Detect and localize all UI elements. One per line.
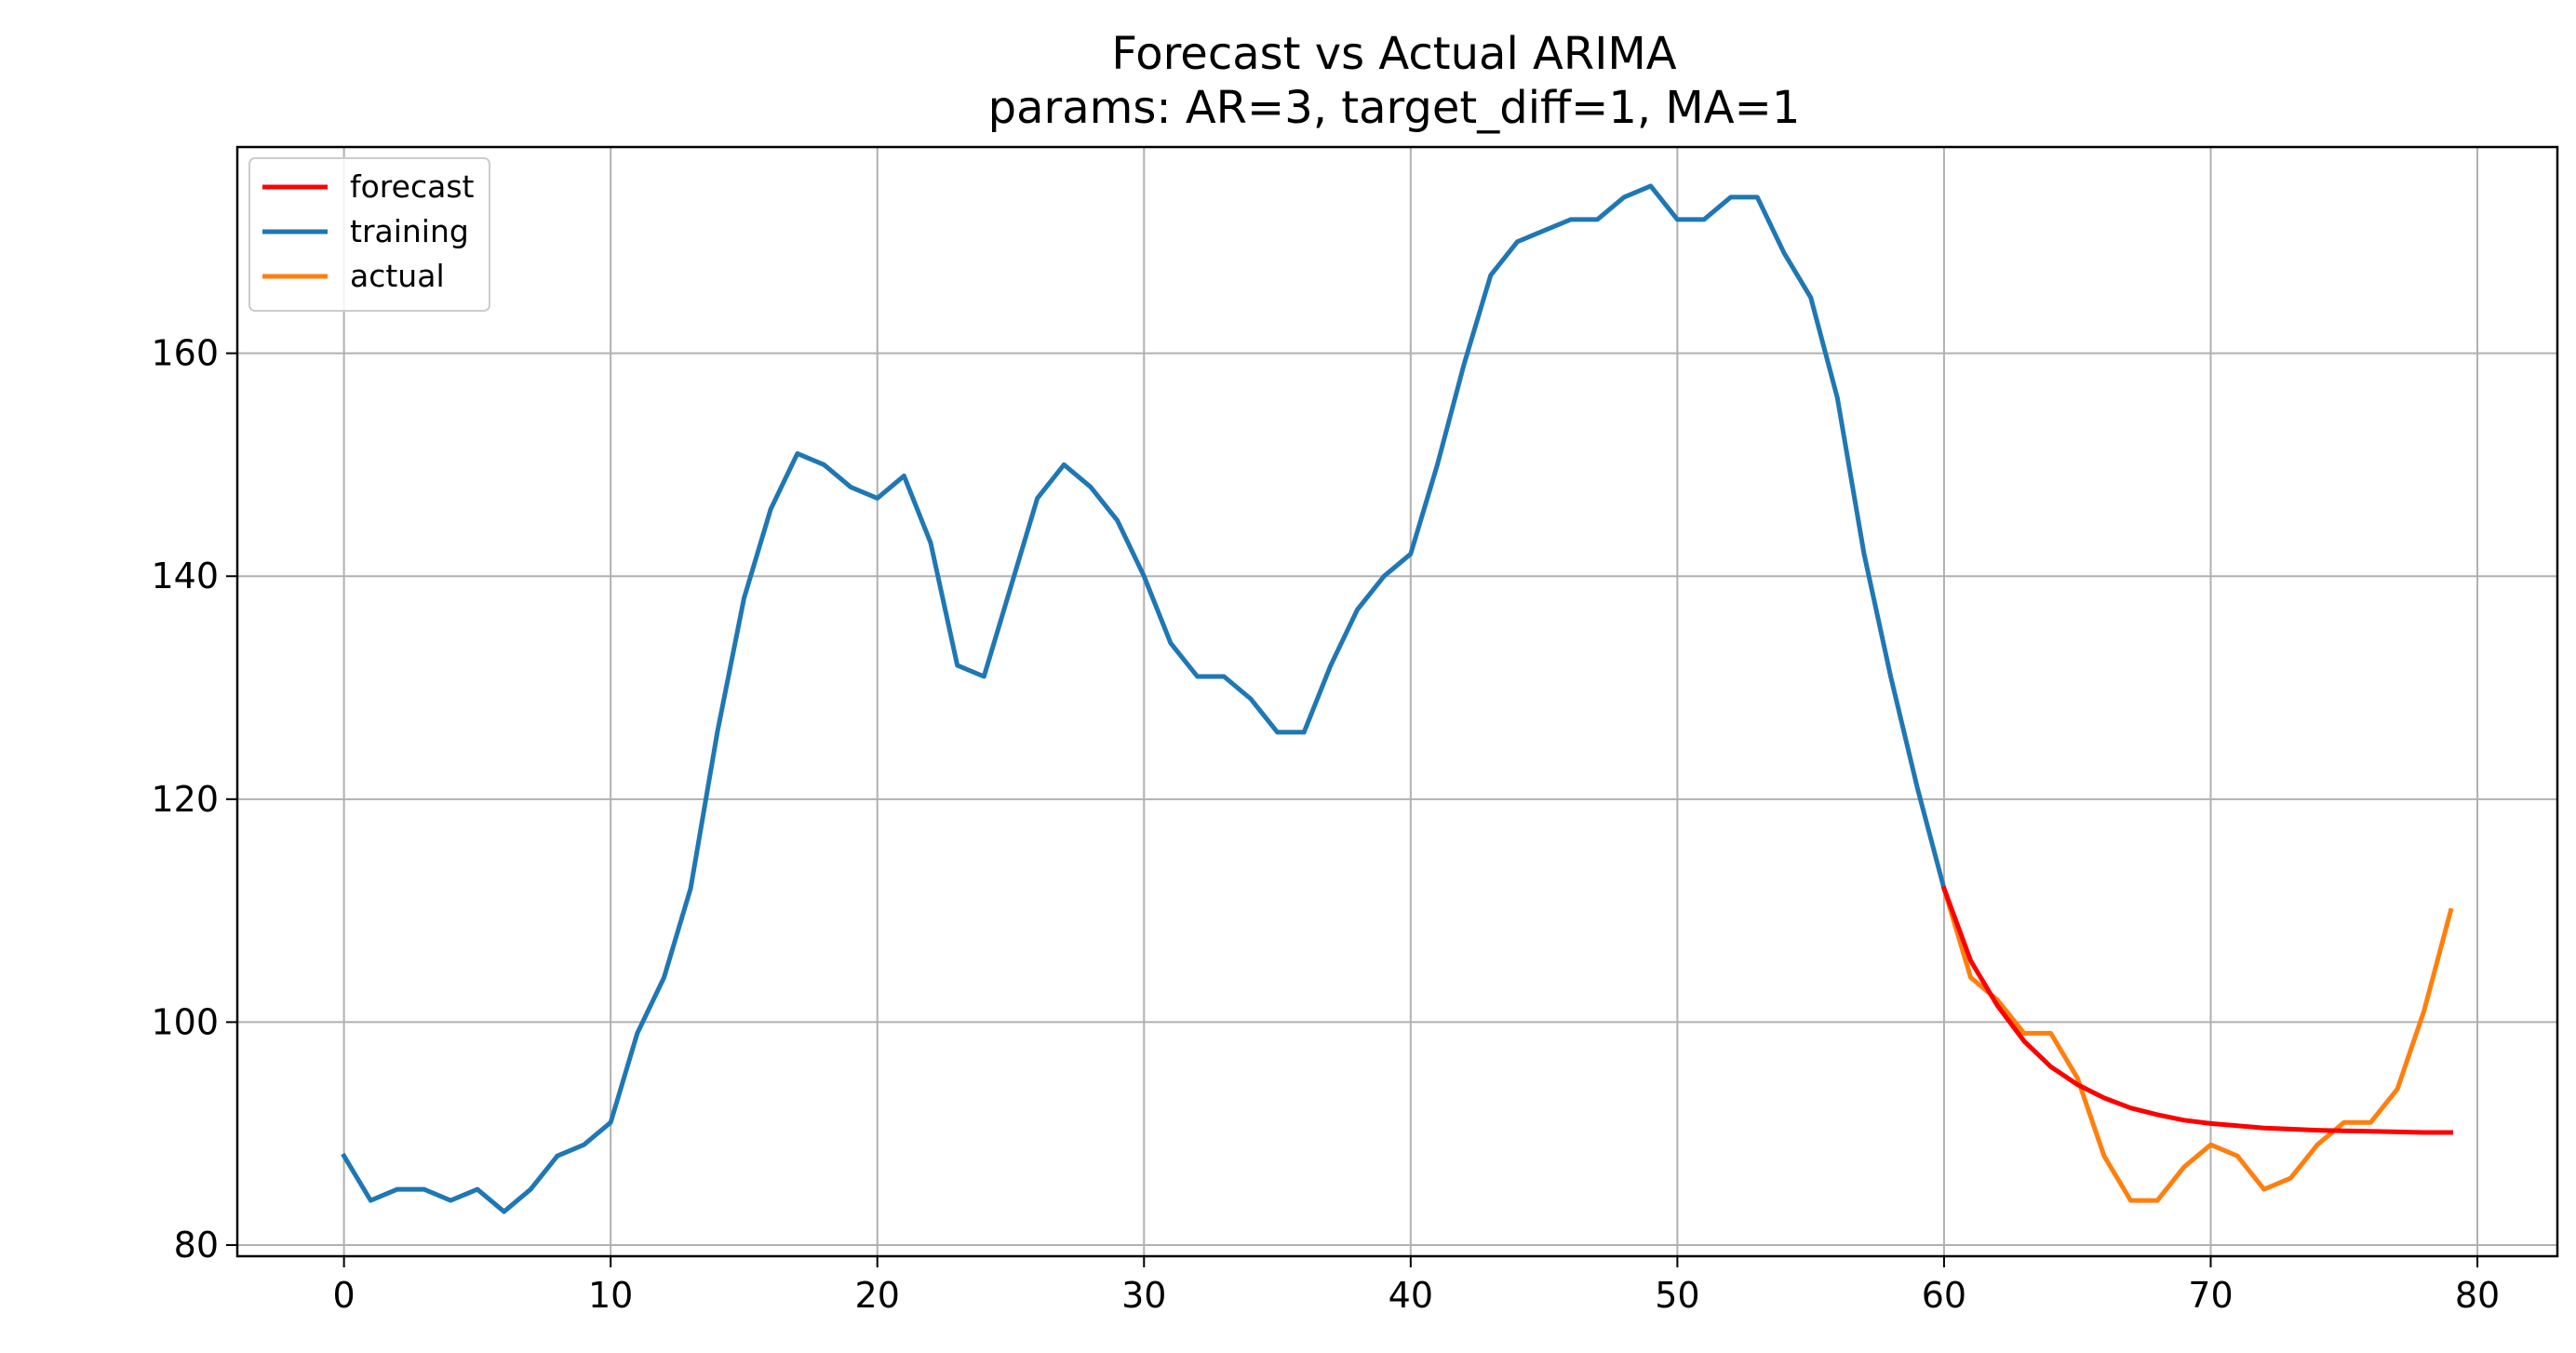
x-tick-label: 40 — [1389, 1275, 1433, 1316]
x-tick-label: 10 — [588, 1275, 633, 1316]
y-tick-label: 100 — [151, 1001, 219, 1042]
series-line-actual — [1940, 885, 2454, 1203]
legend: forecast training actual — [248, 157, 490, 312]
legend-entries: forecast training actual — [262, 168, 475, 294]
x-tick-label: 60 — [1922, 1275, 1966, 1316]
y-tick-label: 120 — [151, 779, 219, 820]
legend-label-forecast: forecast — [350, 168, 475, 205]
ticks-layer: 0 10 20 30 40 50 60 70 80 80 100 120 140 160 — [151, 333, 2500, 1316]
x-tick-label: 30 — [1121, 1275, 1166, 1316]
series-line-forecast — [1940, 885, 2453, 1135]
y-tick-label: 80 — [174, 1225, 219, 1266]
y-tick-label: 160 — [151, 333, 219, 374]
x-tick-label: 50 — [1655, 1275, 1699, 1316]
y-tick-label: 140 — [151, 556, 219, 596]
legend-label-training: training — [350, 213, 469, 249]
series-layer — [341, 183, 2454, 1214]
x-tick-label: 0 — [333, 1275, 356, 1316]
series-line-training — [341, 183, 1947, 1214]
chart-title: Forecast vs Actual ARIMA — [1111, 28, 1676, 80]
legend-box — [248, 157, 490, 312]
chart-subtitle: params: AR=3, target_diff=1, MA=1 — [988, 82, 1801, 134]
x-tick-label: 20 — [855, 1275, 900, 1316]
x-tick-label: 70 — [2188, 1275, 2233, 1316]
x-tick-label: 80 — [2455, 1275, 2500, 1316]
legend-label-actual: actual — [350, 258, 445, 294]
plot-frame — [235, 145, 2559, 1258]
grid-layer — [237, 147, 2557, 1256]
